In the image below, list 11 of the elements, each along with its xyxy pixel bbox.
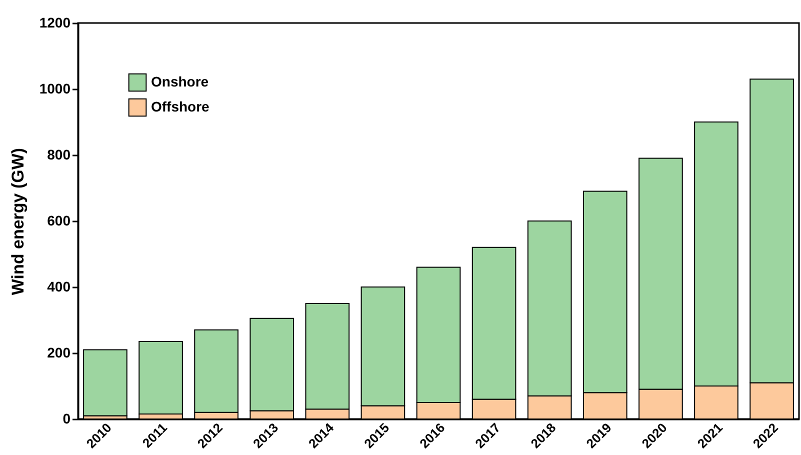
legend-label: Onshore — [151, 74, 209, 90]
y-tick-label: 1200 — [39, 14, 71, 30]
y-tick-label: 0 — [62, 410, 71, 426]
y-axis-title: Wind energy (GW) — [8, 148, 28, 296]
y-tick-label: 800 — [47, 146, 71, 162]
y-tick-label: 600 — [47, 212, 71, 228]
y-tick-label: 1000 — [39, 80, 71, 96]
y-tick-label: 400 — [47, 278, 71, 294]
y-tick-label: 200 — [47, 344, 71, 360]
bar — [83, 349, 128, 416]
legend-label: Offshore — [151, 98, 210, 114]
